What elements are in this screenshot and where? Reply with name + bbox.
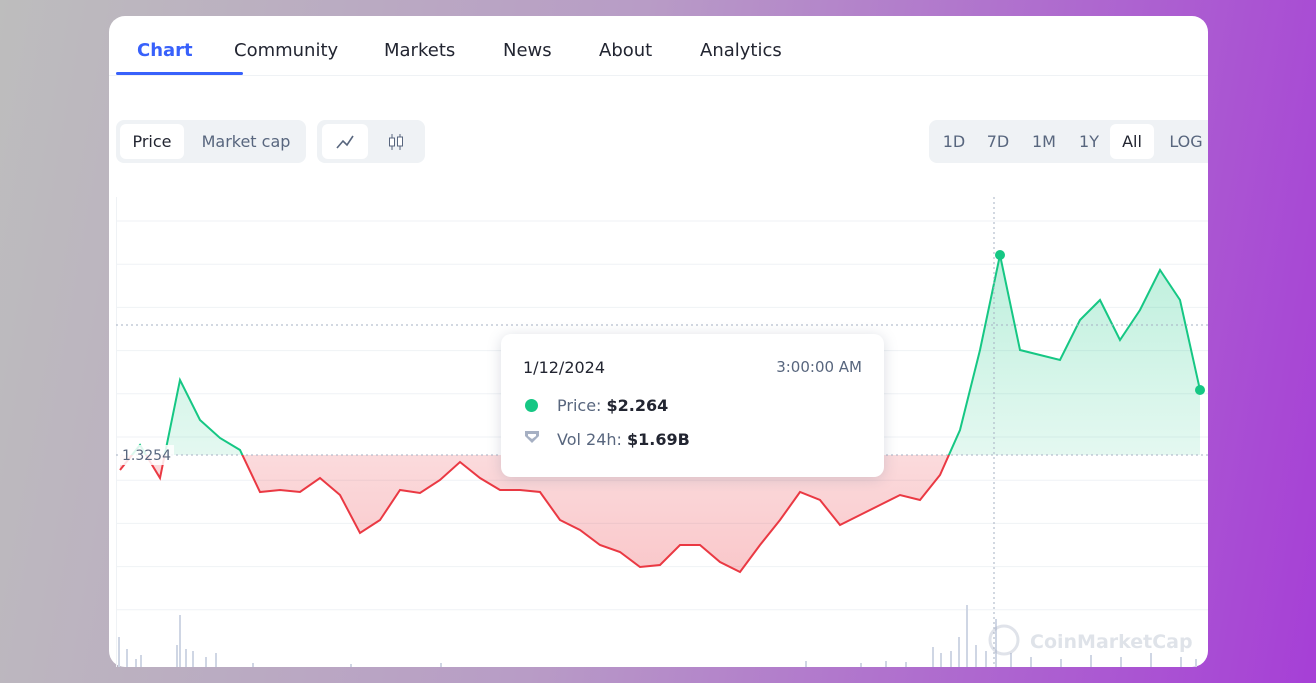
volume-label: Vol 24h: — [557, 430, 622, 449]
volume-bar-decor — [1180, 657, 1182, 667]
volume-bar-decor — [440, 663, 442, 667]
volume-bar-decor — [1010, 653, 1012, 667]
volume-bar-decor — [1195, 659, 1197, 667]
volume-bar-decor — [140, 655, 142, 667]
tooltip-date: 1/12/2024 — [523, 358, 606, 377]
baseline-label-bg — [118, 444, 174, 465]
volume-bar-decor — [118, 637, 120, 667]
range-button[interactable]: LOG — [1169, 132, 1203, 151]
volume-bar-decor — [985, 651, 987, 667]
volume-bar-decor — [860, 663, 862, 667]
volume-bar-decor — [905, 662, 907, 667]
tab[interactable]: Community — [234, 40, 339, 61]
volume-bar-decor — [932, 647, 934, 667]
volume-bar-decor — [975, 645, 977, 667]
baseline-label: 1.3254 — [122, 448, 171, 464]
tab[interactable]: Markets — [384, 40, 456, 61]
volume-bar-decor — [1150, 653, 1152, 667]
volume-bar-decor — [215, 653, 217, 667]
tab-underline — [116, 72, 243, 75]
hover-dot — [995, 250, 1005, 261]
volume-bar-decor — [185, 649, 187, 667]
range-button[interactable]: 7D — [986, 132, 1010, 151]
volume-bar-decor — [192, 651, 194, 667]
tooltip: 1/12/2024 3:00:00 AM Price: $2.264 Vol 2… — [501, 334, 884, 477]
divider — [109, 75, 1208, 76]
range-button[interactable]: 1Y — [1079, 132, 1099, 151]
watermark-logo — [988, 624, 1020, 656]
volume-bar-decor — [1090, 655, 1092, 667]
tab[interactable]: Chart — [137, 40, 193, 61]
volume-bar-decor — [1060, 659, 1062, 667]
volume-bar-decor — [805, 661, 807, 667]
toggle-button[interactable]: Market cap — [201, 132, 291, 151]
range-toggle: 1D 7D 1M 1Y All LOG — [929, 120, 1208, 163]
volume-bar-decor — [1030, 657, 1032, 667]
metric-toggle: Price Market cap — [116, 120, 306, 163]
range-button[interactable]: 1D — [942, 132, 966, 151]
range-button[interactable]: 1M — [1032, 132, 1056, 151]
price-label: Price: — [557, 396, 602, 415]
watermark: CoinMarketCap — [988, 624, 1193, 656]
tab[interactable]: News — [503, 40, 552, 61]
candle-icon — [389, 134, 403, 150]
volume-icon — [525, 431, 539, 443]
volume-bar-decor — [350, 664, 352, 667]
volume-bar-decor — [135, 659, 137, 667]
volume-bar-decor — [252, 663, 254, 667]
volume-bar-decor — [885, 661, 887, 667]
area-down — [120, 454, 1200, 572]
volume-bar-decor — [179, 615, 181, 667]
volume-bar-decor — [176, 645, 178, 667]
area-up — [132, 255, 1200, 455]
tab[interactable]: About — [599, 40, 653, 61]
price-dot — [525, 399, 538, 412]
range-button[interactable]: All — [1110, 124, 1154, 159]
volume-bar-decor — [940, 653, 942, 667]
candle-style-button[interactable] — [373, 124, 419, 159]
watermark-text: CoinMarketCap — [1030, 631, 1193, 653]
volume-bar-decor — [958, 637, 960, 667]
price-line-down — [119, 454, 950, 574]
price-value: $2.264 — [606, 396, 669, 415]
price-line-up — [130, 254, 1201, 455]
volume-bar-decor — [1120, 657, 1122, 667]
last-dot — [1195, 385, 1205, 396]
price-row: Price: $2.264 — [557, 396, 668, 415]
line-style-button[interactable] — [322, 124, 368, 159]
volume-bar-decor — [995, 619, 997, 667]
chart-style-toggle — [317, 120, 425, 163]
tooltip-time: 3:00:00 AM — [776, 358, 862, 376]
volume-row: Vol 24h: $1.69B — [557, 430, 690, 449]
volume-bar-decor — [205, 657, 207, 667]
volume-bar-decor — [950, 651, 952, 667]
volume-value: $1.69B — [627, 430, 690, 449]
tab[interactable]: Analytics — [700, 40, 782, 61]
volume-bar-decor — [126, 649, 128, 667]
toggle-button[interactable]: Price — [120, 124, 184, 159]
line-icon — [336, 135, 354, 149]
volume-bar-decor — [966, 605, 968, 667]
